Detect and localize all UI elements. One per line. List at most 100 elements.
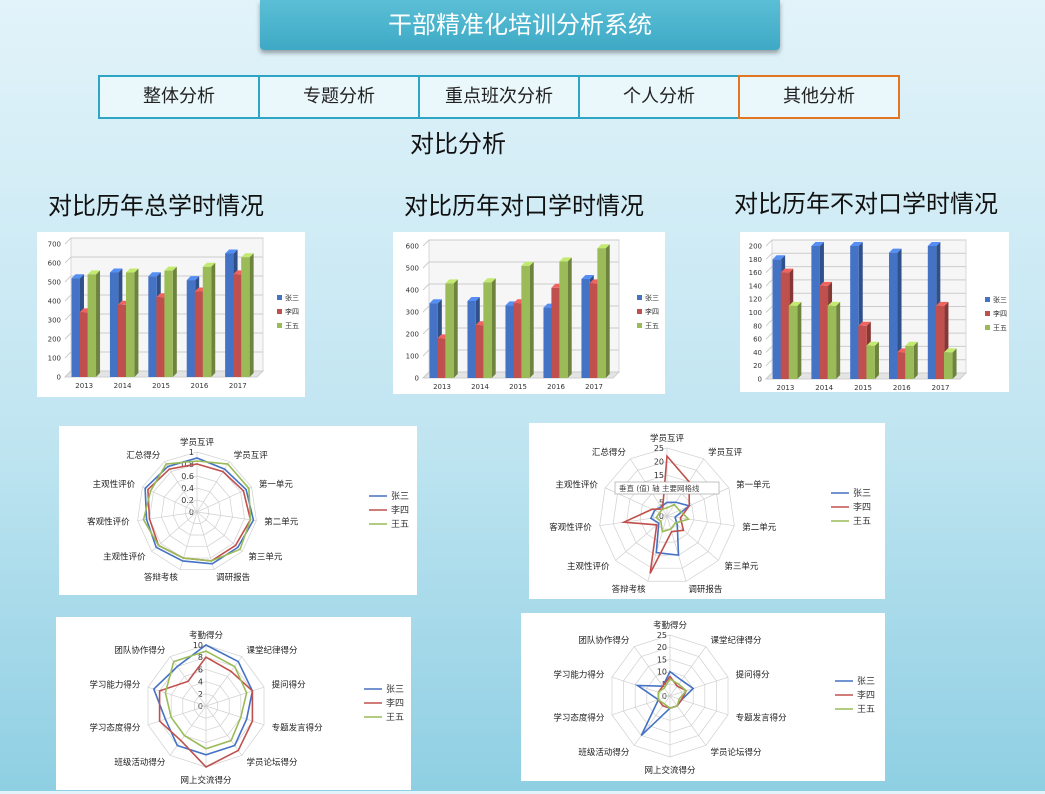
tab-topic-analysis[interactable]: 专题分析 [258, 75, 420, 119]
gridline-side [765, 372, 773, 380]
bar [505, 305, 514, 378]
bar-top [164, 266, 177, 271]
chart-title-unmatched-hours: 对比历年不对口学时情况 [734, 190, 998, 218]
radar-axis [164, 461, 198, 513]
gridline-side [765, 346, 773, 353]
gridline-side [64, 351, 72, 359]
bar-side [913, 341, 918, 379]
bar [467, 301, 476, 378]
x-tick-label: 2014 [471, 383, 489, 391]
series-line [142, 460, 252, 562]
bar [225, 253, 234, 377]
radar-axis [611, 676, 671, 697]
category-label: 第三单元 [248, 552, 283, 563]
gridline-side [64, 256, 72, 264]
gridline-side [765, 359, 773, 367]
gridline-side [64, 275, 72, 283]
tab-overall-analysis[interactable]: 整体分析 [98, 75, 260, 119]
legend-label: 张三 [993, 295, 1007, 304]
legend-label: 张三 [285, 293, 299, 302]
gridline-side [422, 239, 430, 247]
gridline-side [765, 306, 773, 313]
bar-top [788, 301, 802, 306]
app-title-banner: 干部精准化培训分析系统 [260, 0, 780, 50]
category-label: 第一单元 [736, 479, 771, 490]
radar-gridline [172, 487, 222, 536]
bar [148, 276, 157, 377]
y-tick-label: 700 [48, 241, 61, 249]
bar-side [567, 257, 572, 378]
category-label: 调研报告 [688, 584, 722, 595]
bar [125, 272, 135, 377]
radar-gridline [626, 474, 708, 556]
y-tick-label: 0 [415, 375, 419, 383]
radar-axis [196, 511, 257, 521]
r-tick-label: 0.4 [181, 484, 194, 493]
y-tick-label: 200 [749, 243, 762, 251]
radar-axis [169, 705, 207, 756]
legend-label: 王五 [391, 519, 409, 530]
legend-swatch [637, 323, 642, 328]
category-label: 专题发言得分 [272, 722, 324, 733]
axis-tooltip: 垂直 (值) 轴 主要网格线 [614, 481, 720, 495]
r-tick-label: 0.2 [181, 496, 194, 505]
legend-label: 王五 [853, 516, 871, 527]
bar-top [202, 262, 216, 267]
gridline-side [64, 313, 72, 321]
radar-axis [669, 676, 729, 697]
tab-personal-analysis[interactable]: 个人分析 [578, 75, 740, 119]
category-label: 调研报告 [216, 572, 250, 583]
category-label: 网上交流得分 [180, 775, 232, 786]
x-tick-label: 2015 [152, 382, 170, 390]
page-subtitle: 对比分析 [410, 130, 506, 158]
bar-top [186, 276, 200, 281]
radar-chart-score-2: 0510152025考勤得分课堂纪律得分提问得分专题发言得分学员论坛得分网上交流… [553, 620, 875, 776]
x-tick-label: 2016 [893, 384, 911, 392]
radar-gridline [137, 451, 257, 570]
legend-label: 李四 [285, 307, 299, 316]
r-tick-label: 25 [657, 631, 667, 640]
gridline-side [765, 252, 773, 260]
bar [79, 312, 89, 377]
radar-axis [666, 515, 735, 527]
bar [559, 261, 568, 378]
r-tick-label: 5 [659, 498, 664, 507]
r-tick-label: 10 [657, 668, 667, 677]
radar-axis [196, 511, 243, 552]
r-tick-label: 4 [198, 678, 203, 687]
bar [437, 338, 446, 378]
bar-chart-unmatched-hours: 0 20 40 60 80 100 120 140 160 180 200 2013 2014 2015 2… [749, 239, 1007, 392]
radar-chart-score-2-panel: 0 5 10 15 20 25 考勤得分 课堂纪律得分 提问得分 专题发言得分 学员论坛得分 网上交流… [521, 613, 885, 781]
legend-swatch [985, 297, 990, 302]
category-label: 主观性评价 [567, 561, 610, 572]
bar-top [125, 268, 139, 273]
bar-top [935, 301, 949, 306]
bar [827, 305, 837, 379]
r-tick-label: 6 [198, 665, 203, 674]
category-label: 学员互评 [234, 450, 269, 461]
bar-top [148, 272, 161, 277]
category-label: 提问得分 [272, 680, 307, 691]
bar [897, 352, 906, 379]
r-tick-label: 20 [657, 643, 667, 652]
radar-axis [196, 486, 252, 513]
category-label: 学员论坛得分 [711, 747, 763, 758]
y-tick-label: 200 [406, 331, 419, 339]
radar-axis [205, 705, 265, 726]
tab-key-class-analysis[interactable]: 重点班次分析 [418, 75, 580, 119]
gridline-side [765, 332, 773, 340]
category-label: 团队协作得分 [578, 635, 630, 646]
gridline-side [64, 370, 72, 378]
bar [589, 283, 598, 378]
gridline-side [422, 305, 430, 313]
bar [888, 252, 898, 379]
analysis-tabs: 整体分析 专题分析 重点班次分析 个人分析 其他分析 [98, 75, 900, 119]
bar [905, 345, 914, 379]
bar-top [71, 274, 84, 279]
r-tick-label: 10 [193, 641, 203, 650]
x-tick-label: 2013 [776, 384, 794, 392]
tab-other-analysis[interactable]: 其他分析 [738, 75, 900, 119]
r-tick-label: 1 [189, 448, 194, 457]
radar-chart-evaluation-1-panel: 00.20.40.60.81学员互评学员互评第一单元第二单元第三单元调研报告答辩… [59, 426, 417, 595]
y-tick-label: 0 [57, 374, 61, 382]
